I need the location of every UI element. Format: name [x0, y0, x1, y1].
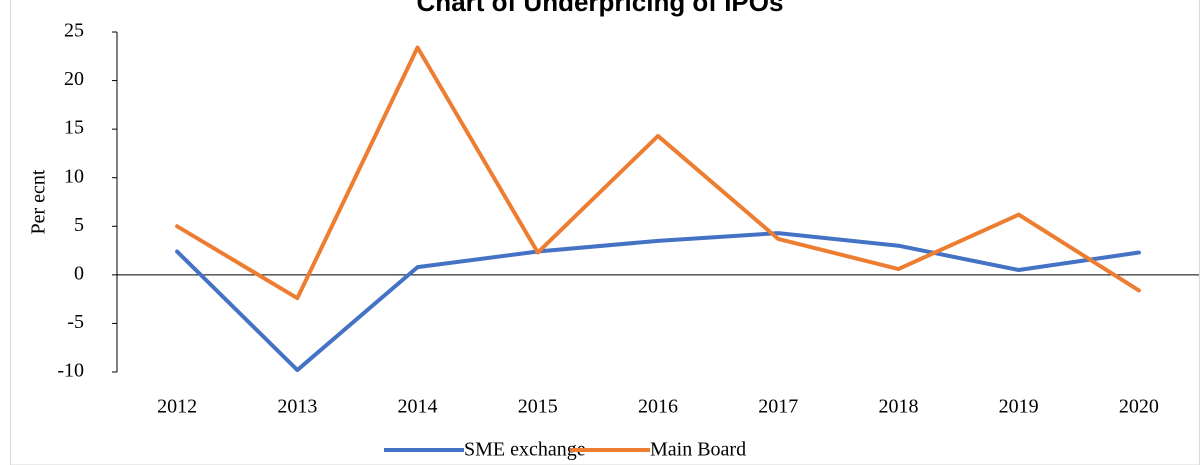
y-tick-label: -5: [67, 311, 84, 333]
y-tick-label: 20: [64, 68, 84, 90]
x-tick-label: 2012: [157, 396, 197, 418]
x-tick-label: 2019: [999, 396, 1039, 418]
y-tick-label: -10: [57, 360, 84, 382]
legend-label: SME exchange: [464, 439, 586, 461]
x-tick-label: 2018: [878, 396, 918, 418]
x-tick-label: 2014: [398, 396, 438, 418]
y-tick-label: 5: [74, 214, 84, 236]
series-line: [175, 231, 1141, 373]
x-tick-label: 2017: [758, 396, 798, 418]
y-tick-label: 10: [64, 165, 84, 187]
y-tick-label: 0: [74, 262, 84, 284]
y-tick-label: 15: [64, 117, 84, 139]
chart-title: Chart of Underpricing of IPOs: [417, 0, 784, 17]
x-tick-label: 2013: [277, 396, 317, 418]
y-axis-label: Per ecnt: [28, 169, 50, 234]
series-line: [175, 45, 1141, 301]
legend-label: Main Board: [650, 439, 746, 461]
chart-border: [10, 0, 1200, 465]
x-tick-label: 2016: [638, 396, 678, 418]
x-tick-label: 2015: [518, 396, 558, 418]
x-tick-label: 2020: [1119, 396, 1159, 418]
y-tick-label: 25: [64, 20, 84, 42]
